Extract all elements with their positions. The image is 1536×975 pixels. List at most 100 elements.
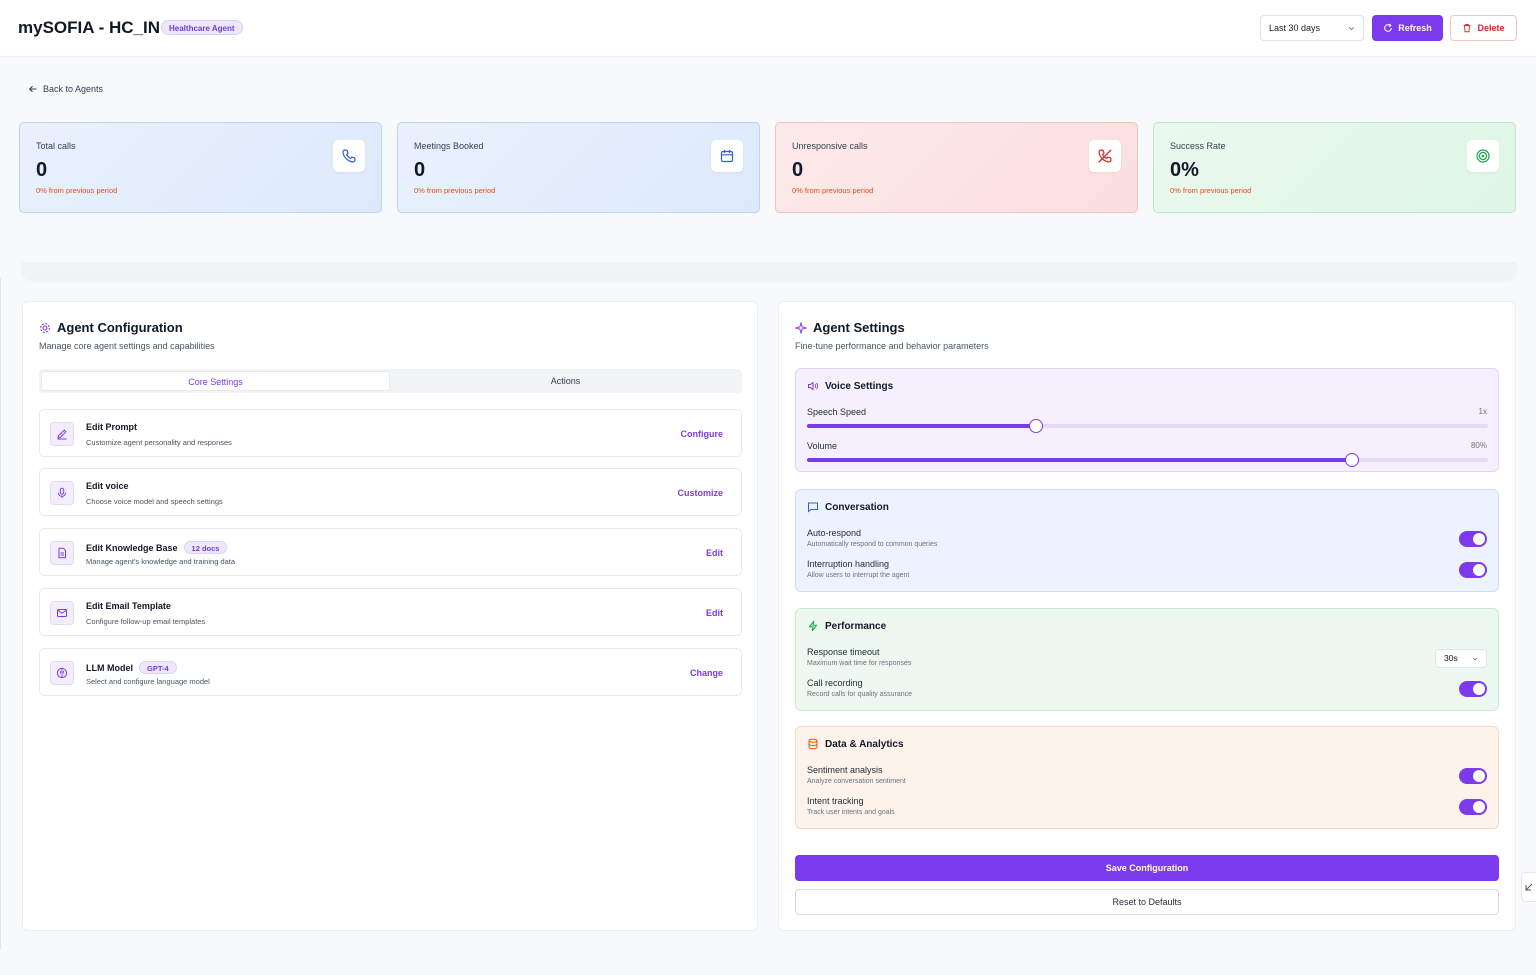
microphone-icon: [50, 481, 74, 505]
arrow-left-icon: [28, 85, 37, 93]
slider-handle[interactable]: [1029, 419, 1044, 433]
config-item-title: Edit voice: [86, 481, 129, 491]
speech-speed-label: Speech Speed: [807, 407, 867, 417]
phone-icon: [333, 140, 365, 172]
volume-slider[interactable]: [807, 453, 1488, 467]
section-divider: [22, 262, 1516, 278]
sentiment-analysis-toggle[interactable]: [1459, 768, 1487, 784]
chevron-down-icon: [1472, 657, 1478, 661]
customize-link[interactable]: Customize: [677, 488, 723, 498]
config-item-desc: Choose voice model and speech settings: [86, 497, 223, 506]
stat-card-success-rate: Success Rate 0% 0% from previous period: [1153, 122, 1516, 213]
speech-speed-slider[interactable]: [807, 419, 1488, 433]
stat-label: Meetings Booked: [414, 141, 484, 151]
performance-section: Performance Response timeout Maximum wai…: [795, 608, 1499, 711]
config-item-title: Edit Knowledge Base 12 docs: [86, 541, 228, 554]
config-tabs: Core Settings Actions: [39, 369, 742, 393]
intent-tracking-desc: Track user intents and goals: [807, 809, 895, 816]
voice-settings-section: Voice Settings Speech Speed 1x Volume 80…: [795, 368, 1499, 472]
edit-email-link[interactable]: Edit: [706, 608, 723, 618]
config-item-desc: Customize agent personality and response…: [86, 438, 232, 447]
config-item-edit-knowledge-base[interactable]: Edit Knowledge Base 12 docs Manage agent…: [39, 528, 742, 576]
conversation-section: Conversation Auto-respond Automatically …: [795, 489, 1499, 592]
voice-settings-title-text: Voice Settings: [825, 380, 894, 392]
response-timeout-label: Response timeout: [807, 647, 880, 657]
config-item-title-text: LLM Model: [86, 662, 133, 673]
tab-actions[interactable]: Actions: [550, 376, 581, 386]
interruption-handling-toggle[interactable]: [1459, 562, 1487, 578]
auto-respond-label: Auto-respond: [807, 528, 862, 538]
stat-value: 0%: [1170, 159, 1199, 181]
response-timeout-select[interactable]: 30s: [1435, 649, 1487, 668]
toggle-knob: [1473, 533, 1485, 545]
back-to-agents-link[interactable]: Back to Agents: [28, 84, 103, 94]
speaker-icon: [808, 381, 819, 391]
response-timeout-value: 30s: [1444, 653, 1458, 663]
stat-card-total-calls: Total calls 0 0% from previous period: [19, 122, 382, 213]
model-badge: GPT-4: [139, 661, 177, 674]
config-item-edit-email-template[interactable]: Edit Email Template Configure follow-up …: [39, 588, 742, 636]
sentiment-analysis-desc: Analyze conversation sentiment: [807, 778, 906, 785]
agent-configuration-subtitle: Manage core agent settings and capabilit…: [39, 341, 215, 351]
stat-delta: 0% from previous period: [1170, 186, 1252, 195]
config-item-desc: Configure follow-up email templates: [86, 617, 206, 626]
collapse-icon: [1525, 883, 1533, 891]
slider-handle[interactable]: [1344, 453, 1359, 467]
config-item-llm-model[interactable]: LLM Model GPT-4 Select and configure lan…: [39, 648, 742, 696]
config-item-title-text: Edit Email Template: [86, 601, 171, 611]
auto-respond-desc: Automatically respond to common queries: [807, 541, 938, 548]
sparkle-icon: [795, 321, 807, 334]
stat-delta: 0% from previous period: [36, 186, 118, 195]
stat-card-meetings-booked: Meetings Booked 0 0% from previous perio…: [397, 122, 760, 213]
intent-tracking-label: Intent tracking: [807, 796, 864, 806]
call-recording-label: Call recording: [807, 678, 863, 688]
toggle-knob: [1473, 683, 1485, 695]
mail-icon: [50, 601, 74, 625]
agent-configuration-title: Agent Configuration: [39, 320, 183, 335]
conversation-title-text: Conversation: [825, 501, 889, 513]
gear-icon: [40, 322, 50, 333]
stat-label: Total calls: [36, 141, 76, 151]
sentiment-analysis-label: Sentiment analysis: [807, 765, 883, 775]
agent-configuration-title-text: Agent Configuration: [57, 320, 183, 335]
change-model-link[interactable]: Change: [689, 668, 723, 678]
intent-tracking-toggle[interactable]: [1459, 799, 1487, 815]
docs-count-badge: 12 docs: [183, 541, 228, 554]
agent-settings-panel: Agent Settings Fine-tune performance and…: [778, 301, 1516, 931]
delete-button[interactable]: Delete: [1450, 15, 1517, 41]
tab-core-settings[interactable]: Core Settings: [41, 371, 390, 391]
refresh-button[interactable]: Refresh: [1372, 15, 1443, 41]
chevron-down-icon: [1349, 27, 1354, 31]
reset-to-defaults-button[interactable]: Reset to Defaults: [795, 889, 1499, 915]
auto-respond-toggle[interactable]: [1459, 531, 1487, 547]
configure-link[interactable]: Configure: [680, 429, 724, 439]
call-recording-toggle[interactable]: [1459, 681, 1487, 697]
edit-knowledge-link[interactable]: Edit: [706, 548, 723, 558]
lightning-icon: [808, 620, 818, 632]
voice-settings-title: Voice Settings: [807, 380, 893, 392]
conversation-title: Conversation: [807, 501, 889, 513]
volume-value: 80%: [1470, 441, 1487, 450]
data-analytics-section: Data & Analytics Sentiment analysis Anal…: [795, 726, 1499, 829]
period-select[interactable]: Last 30 days: [1260, 15, 1364, 41]
slider-fill: [807, 458, 1352, 462]
config-item-title: Edit Prompt: [86, 422, 137, 432]
data-analytics-title: Data & Analytics: [807, 738, 904, 750]
save-configuration-button[interactable]: Save Configuration: [795, 855, 1499, 881]
database-icon: [808, 738, 818, 750]
stat-delta: 0% from previous period: [414, 186, 496, 195]
chat-bubble-icon: [808, 502, 818, 513]
agent-settings-title: Agent Settings: [795, 320, 905, 335]
pencil-icon: [50, 422, 74, 446]
config-item-desc: Select and configure language model: [86, 677, 210, 686]
response-timeout-desc: Maximum wait time for responses: [807, 660, 912, 667]
toggle-knob: [1473, 564, 1485, 576]
config-item-title: LLM Model GPT-4: [86, 661, 177, 674]
config-item-edit-voice[interactable]: Edit voice Choose voice model and speech…: [39, 468, 742, 516]
delete-button-label: Delete: [1477, 23, 1505, 33]
toggle-knob: [1473, 801, 1485, 813]
config-item-edit-prompt[interactable]: Edit Prompt Customize agent personality …: [39, 409, 742, 457]
collapse-handle[interactable]: [1521, 872, 1536, 902]
agent-settings-title-text: Agent Settings: [813, 320, 905, 335]
top-bar: mySOFIA - HC_IN Healthcare Agent Last 30…: [0, 0, 1536, 57]
